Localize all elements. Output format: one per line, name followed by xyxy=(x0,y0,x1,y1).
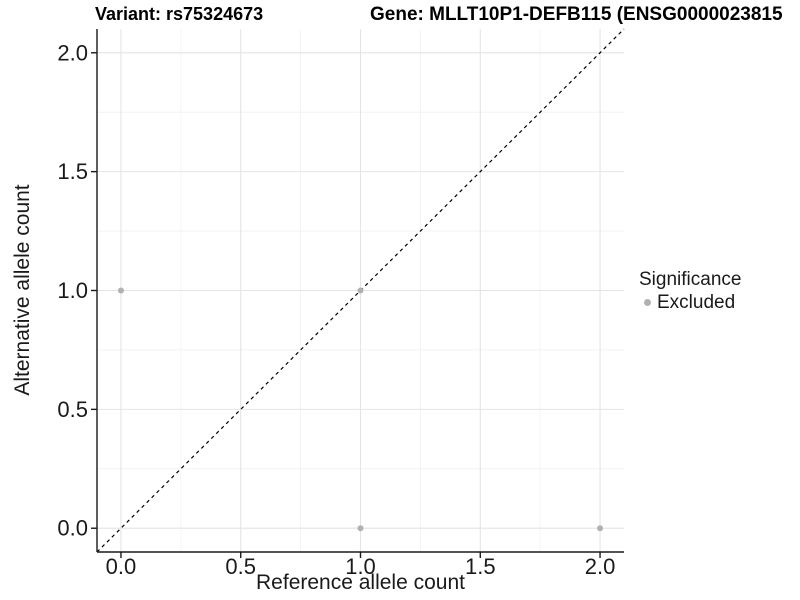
y-tick-label: 0.5 xyxy=(57,397,88,422)
plot-title-gene: Gene: MLLT10P1-DEFB115 (ENSG0000023815 xyxy=(370,4,783,25)
legend-item-label: Excluded xyxy=(657,292,736,313)
x-tick-label: 0.0 xyxy=(106,554,137,579)
legend-point-icon xyxy=(644,299,651,306)
x-tick-label: 2.0 xyxy=(585,554,616,579)
y-tick-label: 1.5 xyxy=(57,159,88,184)
y-tick-label: 2.0 xyxy=(57,40,88,65)
x-axis-title: Reference allele count xyxy=(256,571,465,594)
x-tick-label: 1.5 xyxy=(465,554,496,579)
legend-title: Significance xyxy=(639,269,742,290)
data-point xyxy=(597,525,604,532)
legend-item-excluded: Excluded xyxy=(639,292,741,313)
x-tick-label: 0.5 xyxy=(225,554,256,579)
data-point xyxy=(357,287,364,294)
x-tick-label: 1.0 xyxy=(345,554,376,579)
legend: Significance Excluded xyxy=(639,268,741,313)
data-point xyxy=(117,287,124,294)
y-tick-label: 0.0 xyxy=(57,516,88,541)
data-point xyxy=(357,525,364,532)
y-tick-label: 1.0 xyxy=(57,278,88,303)
plot-title-variant: Variant: rs75324673 xyxy=(95,4,264,24)
y-axis-title: Alternative allele count xyxy=(11,184,34,396)
